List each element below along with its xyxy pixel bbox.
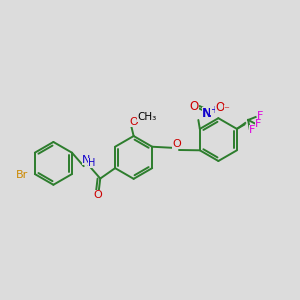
Text: CH₃: CH₃ <box>137 112 156 122</box>
Text: Br: Br <box>16 170 28 180</box>
Text: F: F <box>257 111 263 122</box>
Text: +: + <box>210 105 218 115</box>
Text: O: O <box>172 139 181 149</box>
Text: N: N <box>82 155 90 165</box>
Text: O: O <box>130 117 139 127</box>
Text: O: O <box>215 101 225 114</box>
Text: O: O <box>94 190 103 200</box>
Text: F: F <box>255 119 261 129</box>
Text: H: H <box>88 158 96 168</box>
Text: ⁻: ⁻ <box>224 105 230 115</box>
Text: O: O <box>190 100 199 113</box>
Text: F: F <box>249 125 255 135</box>
Text: N: N <box>202 107 212 120</box>
